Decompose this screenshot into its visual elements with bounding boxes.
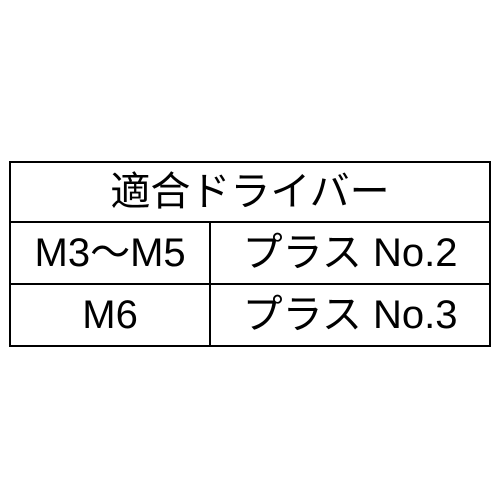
table-header: 適合ドライバー [10, 162, 490, 222]
cell-screw-size: M3～M5 [10, 222, 210, 284]
driver-compat-table: 適合ドライバー M3～M5 プラス No.2 M6 プラス No.3 [9, 161, 491, 347]
cell-driver: プラス No.3 [210, 284, 490, 346]
table-row: M6 プラス No.3 [10, 284, 490, 346]
driver-compat-table-wrapper: 適合ドライバー M3～M5 プラス No.2 M6 プラス No.3 [9, 161, 491, 347]
cell-driver: プラス No.2 [210, 222, 490, 284]
table-row: M3～M5 プラス No.2 [10, 222, 490, 284]
cell-screw-size: M6 [10, 284, 210, 346]
